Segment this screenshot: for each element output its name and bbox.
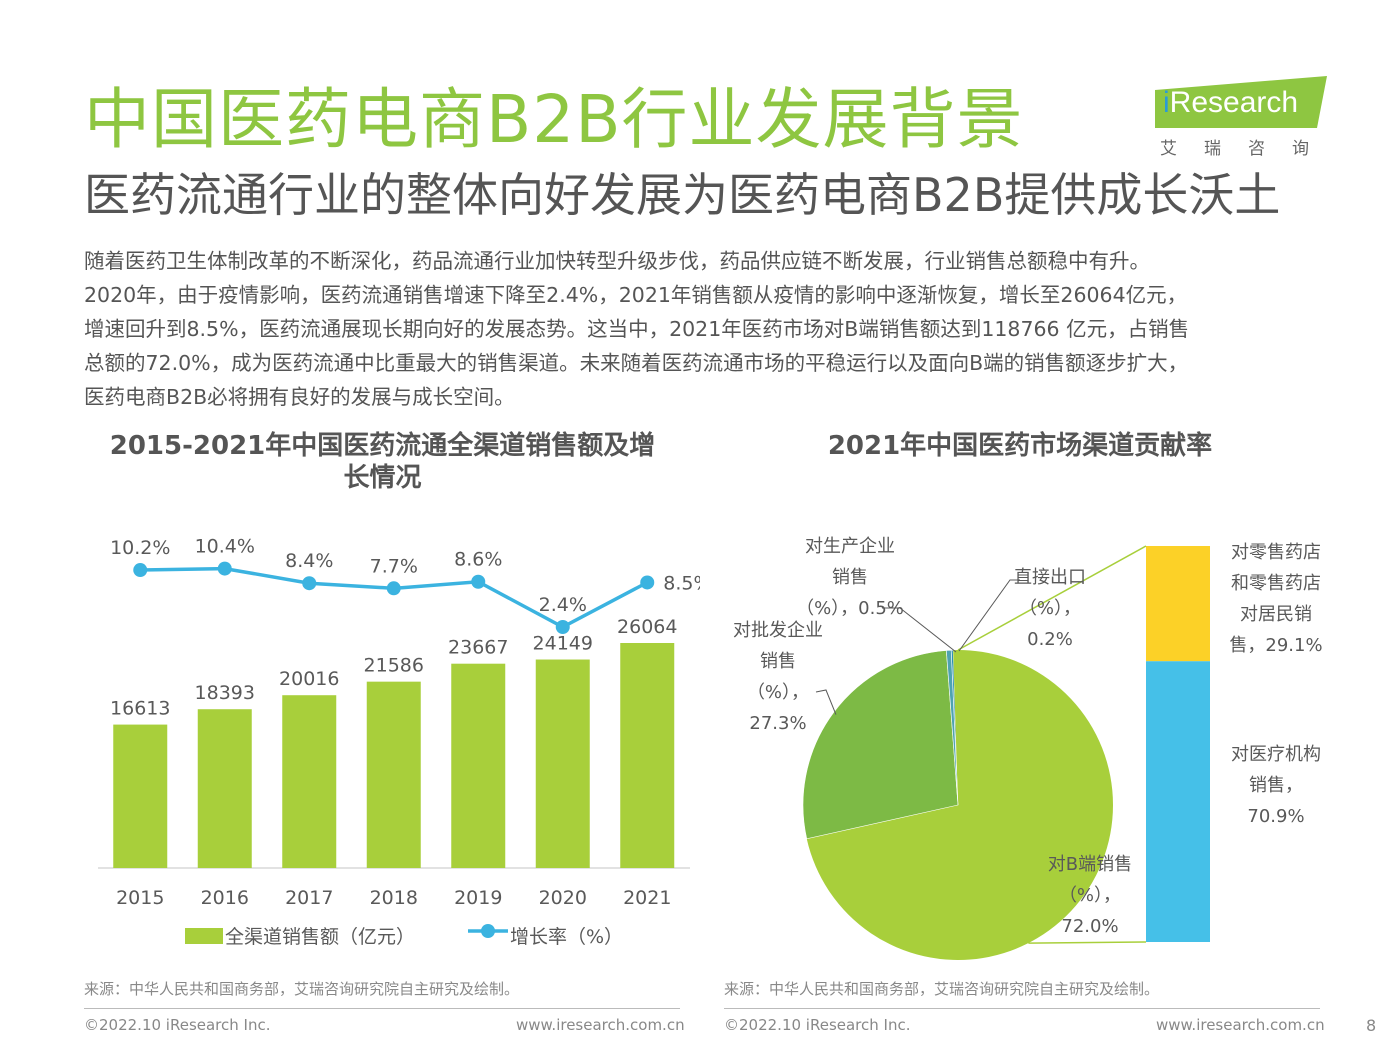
bar xyxy=(451,663,506,868)
pie-slice-label: （%）， xyxy=(747,682,809,703)
growth-rate-point xyxy=(302,576,317,591)
logo-i: i xyxy=(1163,86,1170,119)
left-chart-title: 2015-2021年中国医药流通全渠道销售额及增 长情况 xyxy=(95,430,670,494)
legend-bar-swatch xyxy=(185,928,223,944)
growth-rate-label: 8.5% xyxy=(663,572,700,594)
growth-rate-label: 7.7% xyxy=(370,555,418,577)
intro-line: 随着医药卫生体制改革的不断深化，药品流通行业加快转型升级步伐，药品供应链不断发展… xyxy=(84,249,1150,273)
growth-rate-point xyxy=(133,563,148,578)
growth-rate-point xyxy=(555,620,570,634)
pie-slice-label: 销售 xyxy=(832,567,868,588)
pie-leader-line xyxy=(815,689,837,715)
pie-leader-line xyxy=(882,607,957,653)
legend-bar-label: 全渠道销售额（亿元） xyxy=(225,926,415,948)
growth-rate-label: 10.2% xyxy=(110,537,170,559)
intro-paragraph: 随着医药卫生体制改革的不断深化，药品流通行业加快转型升级步伐，药品供应链不断发展… xyxy=(84,244,1344,414)
bar-value-label: 20016 xyxy=(279,668,339,690)
bar xyxy=(620,643,675,868)
growth-rate-point xyxy=(471,574,486,589)
pie-slice-label: 直接出口 xyxy=(1014,567,1086,588)
pie-leader-line xyxy=(958,579,1020,652)
bar xyxy=(282,695,337,868)
right-chart-title: 2021年中国医药市场渠道贡献率 xyxy=(827,431,1213,461)
pie-slice xyxy=(946,649,959,806)
pie-slice-label: 销售 xyxy=(760,651,796,672)
copyright-right: ©2022.10 iResearch Inc. xyxy=(724,1016,911,1034)
website-link-right[interactable]: www.iresearch.com.cn xyxy=(1156,1016,1325,1034)
x-tick-label: 2019 xyxy=(454,887,502,909)
bar-value-label: 21586 xyxy=(364,655,424,677)
bar-value-label: 18393 xyxy=(195,682,255,704)
page-subtitle: 医药流通行业的整体向好发展为医药电商B2B提供成长沃土 xyxy=(84,168,1281,222)
logo-research: Research xyxy=(1169,86,1299,119)
growth-rate-point xyxy=(640,575,655,590)
growth-rate-point xyxy=(386,581,401,596)
footer-divider-left xyxy=(84,1008,680,1009)
copyright-left: ©2022.10 iResearch Inc. xyxy=(84,1016,271,1034)
growth-rate-label: 8.6% xyxy=(454,549,502,571)
legend-line-marker xyxy=(481,924,495,938)
pie-slice xyxy=(806,650,1113,960)
logo-banner-shape xyxy=(1155,76,1327,128)
growth-rate-label: 8.4% xyxy=(285,550,333,572)
sales-growth-chart: 16613 2015 18393 2016 20016 2017 21586 2018 2366… xyxy=(98,536,700,948)
left-chart-title-line: 长情况 xyxy=(343,463,422,493)
intro-line: 总额的72.0%，成为医药流通中比重最大的销售渠道。未来随着医药流通市场的平稳运… xyxy=(84,351,1189,375)
breakdown-segment xyxy=(1146,546,1210,662)
logo-chinese: 艾瑞咨询 xyxy=(1160,139,1336,159)
breakdown-segment-label: 70.9% xyxy=(1247,806,1304,827)
breakdown-connector-top xyxy=(957,545,1147,651)
page-number: 8 xyxy=(1366,1016,1377,1035)
logo-wordmark: iResearch xyxy=(1163,86,1298,120)
bar xyxy=(197,709,252,868)
breakdown-segment-label: 对居民销 xyxy=(1240,604,1312,625)
bar xyxy=(113,724,168,868)
x-tick-label: 2015 xyxy=(116,887,164,909)
left-chart-title-line: 2015-2021年中国医药流通全渠道销售额及增 xyxy=(109,431,656,461)
x-tick-label: 2018 xyxy=(370,887,418,909)
growth-rate-label: 10.4% xyxy=(195,536,255,558)
breakdown-segment-label: 对零售药店 xyxy=(1231,542,1321,563)
pie-slice-label: （%）， xyxy=(1019,598,1081,619)
intro-line: 2020年，由于疫情影响，医药流通销售增速下降至2.4%，2021年销售额从疫情… xyxy=(84,283,1188,307)
breakdown-connector-bottom xyxy=(1028,941,1147,944)
x-tick-label: 2020 xyxy=(539,887,587,909)
pie-slice-label: 72.0% xyxy=(1061,916,1118,937)
pie-slice xyxy=(802,650,959,840)
iresearch-logo: iResearch 艾瑞咨询 xyxy=(1155,72,1335,162)
bar xyxy=(535,659,590,868)
pie-slice-label: （%）， xyxy=(1059,885,1121,906)
growth-rate-label: 2.4% xyxy=(539,594,587,616)
breakdown-segment-label: 对医疗机构 xyxy=(1231,744,1321,765)
breakdown-segment-label: 销售， xyxy=(1249,775,1303,796)
breakdown-segment-label: 和零售药店 xyxy=(1231,573,1321,594)
pie-slice-label: 0.2% xyxy=(1027,629,1073,650)
bar-value-label: 23667 xyxy=(448,637,508,659)
growth-rate-point xyxy=(217,561,232,576)
website-link-left[interactable]: www.iresearch.com.cn xyxy=(516,1016,685,1034)
pie-slice-label: 对批发企业 xyxy=(733,620,823,641)
x-tick-label: 2017 xyxy=(285,887,333,909)
pie-slice-label: 对B端销售 xyxy=(1048,854,1132,875)
intro-line: 医药电商B2B必将拥有良好的发展与成长空间。 xyxy=(84,385,515,409)
bar-value-label: 24149 xyxy=(533,633,593,655)
pie-slice-label: 27.3% xyxy=(749,713,806,734)
intro-line: 增速回升到8.5%，医药流通展现长期向好的发展态势。这当中，2021年医药市场对… xyxy=(84,317,1190,341)
source-note-right: 来源：中华人民共和国商务部，艾瑞咨询研究院自主研究及绘制。 xyxy=(724,980,1160,998)
pie-slice-label: 对生产企业 xyxy=(805,536,895,557)
source-note-left: 来源：中华人民共和国商务部，艾瑞咨询研究院自主研究及绘制。 xyxy=(84,980,520,998)
bar xyxy=(366,681,421,868)
x-tick-label: 2021 xyxy=(623,887,671,909)
footer-divider-right xyxy=(724,1008,1320,1009)
breakdown-segment-label: 售，29.1% xyxy=(1229,635,1322,656)
bar-value-label: 16613 xyxy=(110,698,170,720)
breakdown-segment xyxy=(1146,661,1210,942)
page-title: 中国医药电商B2B行业发展背景 xyxy=(84,81,1024,158)
bar-value-label: 26064 xyxy=(617,616,677,638)
legend-line-label: 增长率（%） xyxy=(510,926,623,948)
pie-slice-label: （%），0.5% xyxy=(796,598,904,619)
x-tick-label: 2016 xyxy=(201,887,249,909)
